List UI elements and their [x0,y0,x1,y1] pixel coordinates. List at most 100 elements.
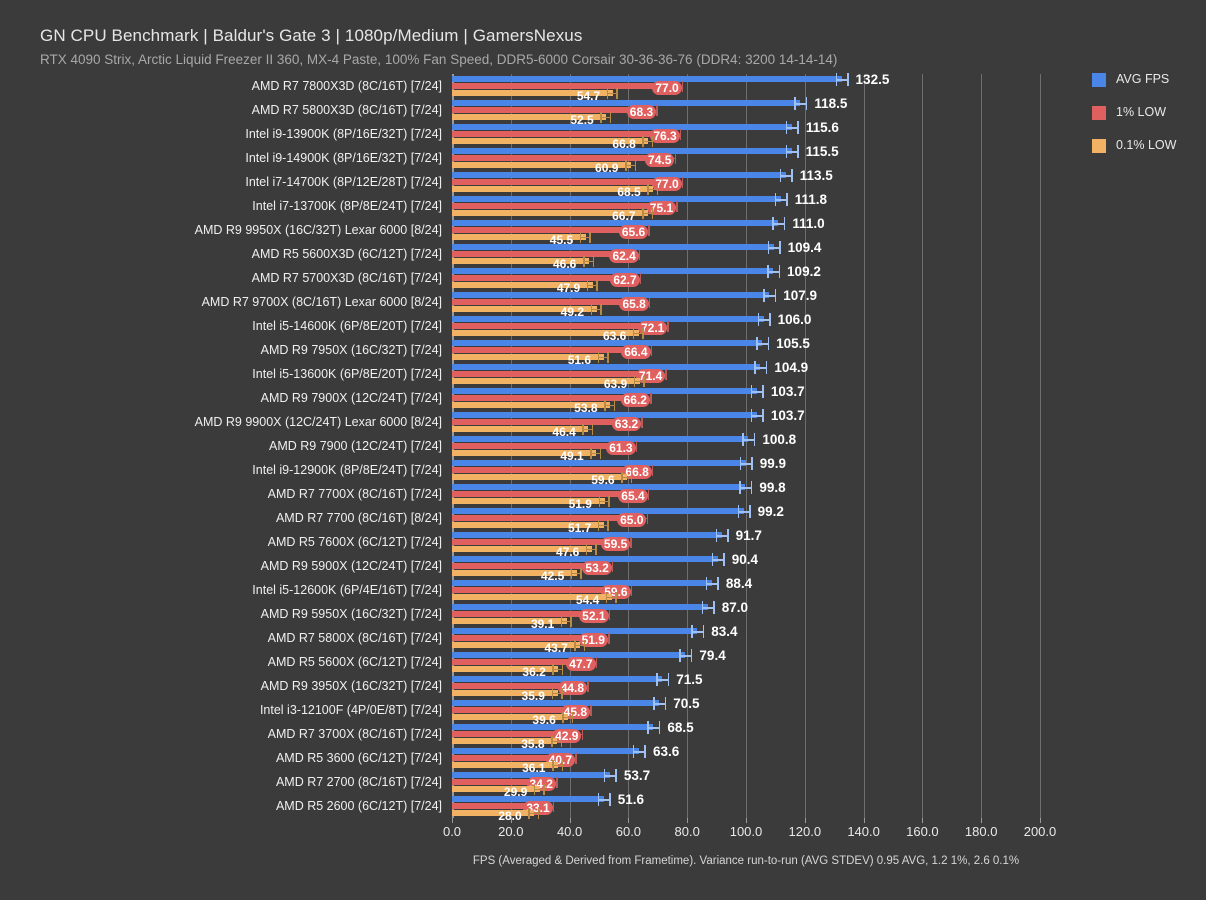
chart-row: AMD R9 3950X (16C/32T) [7/24] 71.5 44.8 35.… [261,673,1206,702]
value-label-one-percent-low: 72.1 [637,321,668,335]
bar-one-percent-low [452,299,646,305]
value-label-point-one-percent-low: 43.7 [544,641,568,655]
error-bar-avg-fps [737,505,751,518]
value-label-avg-fps: 113.5 [799,168,833,183]
value-label-avg-fps: 115.5 [805,144,839,159]
error-bar-avg-fps [754,361,768,374]
value-label-point-one-percent-low: 51.6 [567,353,592,367]
error-bar-avg-fps [647,721,661,734]
chart-row: AMD R7 7700 (8C/16T) [8/24] 99.2 65.0 51.7 [276,505,1206,534]
bar-one-percent-low [452,515,644,521]
error-bar-point-one-percent-low [528,807,540,819]
bar-one-percent-low [452,803,550,809]
chart-row: Intel i3-12100F (4P/0E/8T) [7/24] 70.5 45.… [260,697,1206,726]
gridline [922,74,924,818]
bar-avg-fps [452,676,663,682]
x-tick-label: 180.0 [964,824,998,839]
value-label-point-one-percent-low: 60.9 [595,161,619,175]
bar-point-one-percent-low [452,210,649,216]
chart-row: AMD R5 2600 (6C/12T) [7/24]51.633.128.0 [276,792,1206,822]
value-label-avg-fps: 90.4 [731,552,759,567]
error-bar-point-one-percent-low [604,399,616,411]
bar-point-one-percent-low [452,786,540,792]
legend-swatch-icon [1092,106,1106,120]
gridline [687,74,689,818]
value-label-one-percent-low: 65.6 [618,225,649,239]
category-label: Intel i3-12100F (4P/0E/8T) [7/24] [259,703,442,717]
error-bar-avg-fps [742,433,756,446]
chart-row: AMD R7 9700X (8C/16T) Lexar 6000 [8/24] 1… [202,289,1206,318]
bar-point-one-percent-low [452,738,558,744]
error-bar-point-one-percent-low [583,255,594,267]
bar-point-one-percent-low [452,162,632,168]
error-bar-avg-fps [653,697,667,710]
error-bar-avg-fps [779,169,793,182]
chart-row: AMD R9 7900X (12C/24T) [7/24] 103.7 66.2 53… [261,385,1206,414]
chart-row: AMD R7 5800X3D (8C/16T) [7/24] 118.5 68.3 5… [252,97,1206,126]
error-bar-avg-fps [750,385,764,398]
value-label-avg-fps: 111.0 [792,216,825,231]
legend-item[interactable]: 1% LOW [1092,105,1202,120]
error-bar-point-one-percent-low [552,663,564,675]
chart-row: Intel i9-13900K (8P/16E/32T) [7/24] 115.6… [245,121,1206,150]
bar-one-percent-low [452,179,679,185]
error-bar-point-one-percent-low [570,567,582,579]
chart-row: AMD R9 9950X (16C/32T) Lexar 6000 [8/24]… [195,216,1206,246]
error-bar-point-one-percent-low [632,327,644,339]
error-bar-point-one-percent-low [574,639,586,651]
bar-one-percent-low [452,107,653,113]
value-label-point-one-percent-low: 45.5 [549,233,574,247]
legend-item[interactable]: 0.1% LOW [1092,138,1202,153]
value-label-one-percent-low: 62.7 [610,273,640,287]
bar-point-one-percent-low [452,354,604,360]
bar-one-percent-low [452,707,587,713]
bar-one-percent-low [452,563,609,569]
bar-one-percent-low [452,755,572,761]
value-label-point-one-percent-low: 39.1 [530,617,555,631]
chart-row: AMD R9 5950X (16C/32T) [7/24] 87.0 52.1 39.… [261,601,1206,630]
error-bar-avg-fps [794,97,808,110]
chart-row: AMD R9 7900 (12C/24T) [7/24] 100.8 61.3 49.… [269,433,1206,462]
chart-row: AMD R7 7700X (8C/16T) [7/24] 99.8 65.4 51.9 [268,481,1206,510]
value-label-point-one-percent-low: 54.4 [575,593,600,607]
value-label-one-percent-low: 59.5 [600,537,631,551]
value-label-avg-fps: 51.6 [617,792,644,807]
category-label: Intel i5-12600K (6P/4E/16T) [7/24] [252,583,442,597]
value-label-avg-fps: 103.7 [770,408,805,423]
bar-avg-fps [452,148,792,154]
error-bar-point-one-percent-low [551,687,563,699]
category-label: Intel i9-13900K (8P/16E/32T) [7/24] [245,127,442,141]
category-label: Intel i7-13700K (8P/8E/24T) [7/24] [252,199,442,213]
error-bar-avg-fps [603,769,617,782]
category-label: Intel i9-12900K (8P/8E/24T) [7/24] [252,463,442,477]
x-tick-label: 60.0 [615,824,642,839]
error-bar-avg-fps [757,313,771,326]
x-tick-mark [452,818,453,823]
value-label-one-percent-low: 77.0 [652,81,682,95]
bar-avg-fps [452,748,639,754]
value-label-avg-fps: 79.4 [699,648,726,663]
category-label: AMD R7 5800X (8C/16T) [7/24] [267,631,442,645]
chart-row: AMD R9 5900X (12C/24T) [7/24] 90.4 53.2 42.… [261,552,1206,582]
error-bar-point-one-percent-low [600,111,612,123]
bar-one-percent-low [452,731,579,737]
bar-one-percent-low [452,659,593,665]
category-label: AMD R7 3700X (8C/16T) [7/24] [267,727,442,741]
bar-point-one-percent-low [452,258,589,264]
bar-point-one-percent-low [452,114,607,120]
legend-swatch-icon [1092,139,1106,153]
value-label-point-one-percent-low: 36.2 [522,665,546,679]
value-label-avg-fps: 99.9 [759,456,786,471]
category-label: AMD R5 3600 (6C/12T) [7/24] [275,751,442,765]
legend-item[interactable]: AVG FPS [1092,72,1202,87]
bar-avg-fps [452,532,722,538]
error-bar-point-one-percent-low [597,351,609,363]
category-label: Intel i7-14700K (8P/12E/28T) [7/24] [245,175,442,189]
value-label-point-one-percent-low: 66.8 [612,137,636,151]
category-label: AMD R9 7950X (16C/32T) [7/24] [260,343,442,357]
chart-row: Intel i9-12900K (8P/8E/24T) [7/24] 99.9 66… [252,456,1206,486]
value-label-point-one-percent-low: 63.6 [602,329,627,343]
chart-row: Intel i5-12600K (6P/4E/16T) [7/24]88.459… [252,577,1206,606]
bar-point-one-percent-low [452,762,559,768]
